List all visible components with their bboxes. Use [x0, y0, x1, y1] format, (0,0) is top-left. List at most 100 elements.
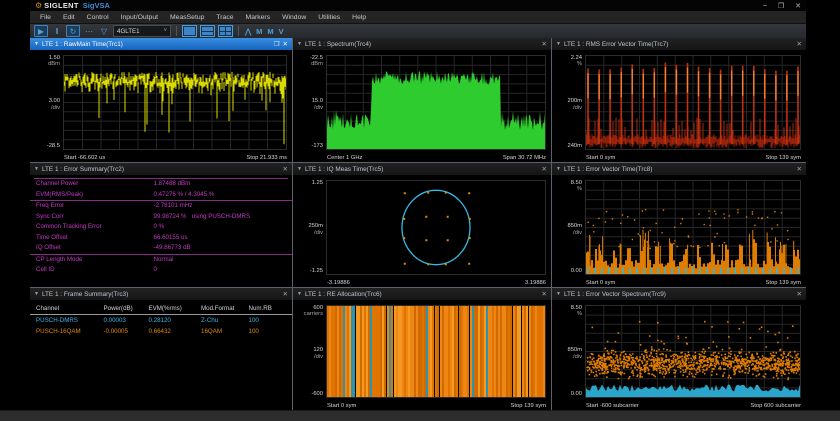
panel-rms-error-vector-time: ▼ LTE 1 : RMS Error Vector Time(Trc7) ✕ …: [552, 38, 806, 162]
panel-close-icon[interactable]: ✕: [282, 41, 288, 48]
summary-row-evm: EVM(RMS/Peak) 0.47276 % / 4.3045 %: [36, 190, 215, 198]
panel-close-icon[interactable]: ✕: [282, 291, 288, 298]
panel-rawmain-time: ▼ LTE 1 : RawMain Time(Trc1) ❐ ✕ 1.50 dBm…: [30, 38, 292, 162]
menu-help[interactable]: Help: [352, 13, 367, 21]
panel-close-icon[interactable]: ✕: [282, 166, 288, 173]
panel-title: LTE 1 : Frame Summary(Trc3): [41, 290, 129, 298]
x-axis-start-label: Start -66.602 us: [64, 155, 106, 161]
evt-trace-canvas: [586, 181, 800, 274]
marker-peak-icon[interactable]: ⋀: [245, 26, 252, 36]
taskbar[interactable]: [0, 410, 840, 421]
y-axis-div-label: 200m/div: [567, 98, 582, 111]
panel-rms-evt-titlebar[interactable]: ▼ LTE 1 : RMS Error Vector Time(Trc7) ✕: [552, 38, 806, 50]
menu-markers[interactable]: Markers: [245, 13, 271, 21]
x-axis-stop-label: Stop 21.933 ms: [246, 155, 287, 161]
y-axis-div-label: 3.00/div: [48, 98, 60, 111]
toolbar-separator: [176, 26, 177, 36]
frame-summary-row-pusch-dmrs[interactable]: PUSCH-DMRS 0.00003 0.28120 Z-Chu 100: [36, 317, 259, 324]
panel-title: LTE 1 : IQ Meas Time(Trc5): [304, 165, 384, 173]
frame-summary-row-pusch-16qam[interactable]: PUSCH-16QAM -0.00005 0.66432 16QAM 100: [36, 328, 259, 335]
menu-trace[interactable]: Trace: [216, 13, 234, 21]
panel-menu-icon[interactable]: ▼: [297, 291, 302, 297]
title-bar[interactable]: ⚙ SIGLENT SigVSA – ❐ ✕: [30, 0, 806, 11]
menu-edit[interactable]: Edit: [62, 13, 75, 21]
panel-close-icon[interactable]: ✕: [541, 291, 547, 298]
panel-spectrum-titlebar[interactable]: ▼ LTE 1 : Spectrum(Trc4) ✕: [293, 38, 551, 50]
marker-min-icon[interactable]: V: [278, 26, 284, 36]
panel-menu-icon[interactable]: ▼: [34, 291, 39, 297]
plot-area[interactable]: [326, 180, 546, 275]
panel-error-vector-spectrum: ▼ LTE 1 : Error Vector Spectrum(Trc9) ✕ …: [552, 288, 806, 410]
marker-max-icon[interactable]: M: [256, 26, 263, 36]
y-axis-div-label: 850m/div: [567, 347, 582, 360]
panel-close-icon[interactable]: ✕: [541, 41, 547, 48]
panel-menu-icon[interactable]: ▼: [556, 166, 561, 172]
maximize-button[interactable]: ❐: [777, 2, 785, 10]
close-button[interactable]: ✕: [795, 2, 801, 10]
filter-icon[interactable]: ▽: [100, 26, 108, 36]
y-axis-bottom-label: 0.00: [570, 267, 582, 274]
y-axis-top-label: 1.25: [311, 180, 323, 186]
panel-title: LTE 1 : RawMain Time(Trc1): [41, 40, 123, 48]
y-axis-bottom-label: -600: [311, 390, 323, 397]
menu-control[interactable]: Control: [86, 13, 109, 21]
menu-meas-setup[interactable]: MeasSetup: [170, 13, 205, 21]
marker-next-icon[interactable]: M: [267, 26, 274, 36]
menu-window[interactable]: Window: [282, 13, 307, 21]
panel-menu-icon[interactable]: ▼: [556, 41, 561, 47]
y-axis-div-label: 15.0/div: [311, 98, 323, 111]
menu-input-output[interactable]: Input/Output: [120, 13, 159, 21]
panel-menu-icon[interactable]: ▼: [34, 41, 39, 47]
panel-frame-summary: ▼ LTE 1 : Frame Summary(Trc3) ✕ Channel …: [30, 288, 292, 410]
panel-iq-meas-titlebar[interactable]: ▼ LTE 1 : IQ Meas Time(Trc5) ✕: [293, 163, 551, 175]
plot-area[interactable]: [585, 55, 801, 150]
restart-button[interactable]: ↻: [66, 25, 80, 37]
y-axis-bottom-label: -1.25: [309, 267, 323, 274]
plot-area[interactable]: [585, 180, 801, 275]
plot-area[interactable]: [326, 55, 546, 150]
x-axis-start-label: Start 0 sym: [586, 280, 616, 286]
rawmain-trace-canvas: [64, 56, 286, 149]
y-axis-top-label: 8.50%: [570, 305, 582, 318]
panel-maximize-icon[interactable]: ❐: [273, 41, 280, 48]
more-options-button[interactable]: ⋯: [85, 26, 93, 36]
panel-close-icon[interactable]: ✕: [796, 166, 802, 173]
panel-close-icon[interactable]: ✕: [541, 166, 547, 173]
panel-menu-icon[interactable]: ▼: [297, 166, 302, 172]
y-axis-top-label: 1.50 dBm: [48, 55, 60, 68]
play-button[interactable]: ▶: [34, 25, 48, 37]
measurement-select[interactable]: 4GLTE1 ˅: [113, 25, 171, 37]
panel-title: LTE 1 : RE Allocation(Trc6): [304, 290, 382, 298]
panel-re-alloc-titlebar[interactable]: ▼ LTE 1 : RE Allocation(Trc6) ✕: [293, 288, 551, 300]
plot-area[interactable]: [585, 305, 801, 398]
panel-menu-icon[interactable]: ▼: [297, 41, 302, 47]
summary-row-channel-power: Channel Power 1.87488 dBm: [36, 180, 191, 187]
menu-utilities[interactable]: Utilities: [318, 13, 341, 21]
panel-frame-summary-titlebar[interactable]: ▼ LTE 1 : Frame Summary(Trc3) ✕: [30, 288, 292, 300]
panel-evt-titlebar[interactable]: ▼ LTE 1 : Error Vector Time(Trc8) ✕: [552, 163, 806, 175]
panel-menu-icon[interactable]: ▼: [34, 166, 39, 172]
panel-error-summary-titlebar[interactable]: ▼ LTE 1 : Error Summary(Trc2) ✕: [30, 163, 292, 175]
summary-row-time-offset: Time Offset 66.60155 us: [36, 233, 188, 241]
panel-close-icon[interactable]: ✕: [796, 291, 802, 298]
panel-close-icon[interactable]: ✕: [796, 41, 802, 48]
menu-file[interactable]: File: [40, 13, 51, 21]
panel-title: LTE 1 : Error Vector Time(Trc8): [563, 165, 653, 173]
pause-button[interactable]: ‖: [55, 26, 59, 36]
x-axis-stop-label: Stop 139 sym: [510, 403, 546, 409]
x-axis-start-label: Start 0 sym: [586, 155, 616, 161]
panel-evs-titlebar[interactable]: ▼ LTE 1 : Error Vector Spectrum(Trc9) ✕: [552, 288, 806, 300]
layout-single-button[interactable]: [182, 25, 197, 37]
menu-bar: File Edit Control Input/Output MeasSetup…: [30, 11, 806, 24]
x-axis-max-label: 3.19886: [525, 280, 546, 286]
layout-grid-button[interactable]: [218, 25, 233, 37]
plot-area[interactable]: [326, 305, 546, 398]
evs-scatter-canvas: [586, 306, 800, 397]
plot-area[interactable]: [63, 55, 287, 150]
layout-split-button[interactable]: [200, 25, 215, 37]
panel-menu-icon[interactable]: ▼: [556, 291, 561, 297]
chevron-down-icon: ˅: [163, 28, 167, 34]
panel-rawmain-titlebar[interactable]: ▼ LTE 1 : RawMain Time(Trc1) ❐ ✕: [30, 38, 292, 50]
minimize-button[interactable]: –: [762, 1, 767, 9]
y-axis-top-label: 8.50%: [570, 180, 582, 193]
